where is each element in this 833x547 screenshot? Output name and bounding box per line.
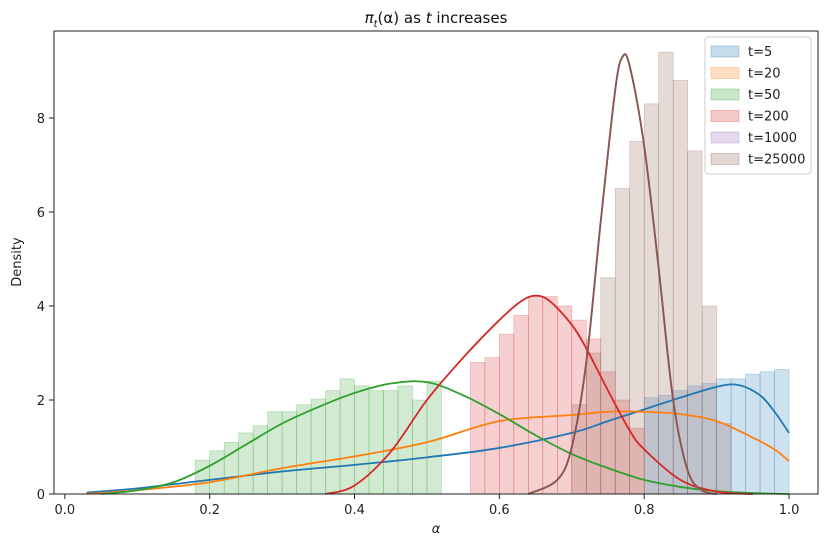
hist-bar-t-200 — [528, 296, 544, 495]
chart-title: πt(α) as t increases — [365, 9, 508, 30]
hist-bar-t-25000 — [600, 277, 616, 495]
legend-swatch-t-25000 — [710, 153, 740, 165]
kde-layer — [86, 53, 790, 495]
x-tick-label: 0.8 — [634, 503, 655, 518]
hist-bar-t-50 — [194, 459, 210, 495]
hist-bar-t-25000 — [614, 188, 631, 495]
hist-bar-t-50 — [368, 390, 384, 495]
legend-label-t-5: t=5 — [748, 45, 772, 60]
legend-swatch-t-1000 — [710, 131, 740, 144]
hist-bar-t-25000 — [658, 51, 674, 495]
y-tick-label: 0 — [37, 488, 45, 503]
hist-bar-t-25000 — [571, 404, 587, 495]
hist-bar-t-200 — [484, 357, 500, 495]
histogram-layer — [194, 51, 790, 495]
y-tick-label: 4 — [37, 300, 45, 315]
legend-swatch-t-50 — [710, 88, 740, 101]
hist-bar-t-200 — [499, 333, 515, 495]
legend-label-t-50: t=50 — [748, 88, 781, 103]
hist-bar-t-50 — [310, 398, 326, 495]
x-tick-label: 1.0 — [779, 503, 800, 518]
x-axis-label: α — [432, 522, 441, 537]
hist-bar-t-50 — [325, 390, 341, 495]
hist-bar-t-5 — [745, 373, 761, 495]
y-tick-label: 8 — [37, 112, 45, 127]
hist-bar-t-50 — [281, 411, 297, 495]
hist-bar-t-50 — [296, 404, 312, 495]
hist-bar-t-5 — [759, 371, 775, 495]
plot-frame — [53, 30, 819, 495]
hist-bar-t-200 — [542, 296, 558, 495]
hist-bar-t-5 — [774, 369, 790, 495]
kde-line-t-50 — [100, 380, 790, 495]
hist-bar-t-50 — [354, 385, 370, 495]
x-tick-label: 0.2 — [199, 503, 220, 518]
y-tick-label: 6 — [37, 206, 45, 221]
hist-bar-t-50 — [209, 450, 225, 495]
legend-label-t-20: t=20 — [748, 67, 781, 82]
legend: t=5 t=20 t=50 t=200 t=1000 t=25000 — [704, 36, 812, 175]
legend-label-t-1000: t=1000 — [748, 131, 797, 146]
y-axis-label: Density — [10, 237, 25, 287]
hist-bar-t-50 — [412, 399, 428, 495]
hist-bar-t-5 — [730, 378, 746, 495]
x-tick-label: 0.4 — [344, 503, 365, 518]
legend-label-t-200: t=200 — [748, 110, 789, 125]
hist-bar-t-25000 — [672, 80, 688, 495]
legend-box — [704, 36, 812, 175]
hist-bar-t-25000 — [716, 423, 732, 495]
legend-label-t-25000: t=25000 — [748, 153, 805, 168]
x-tick-label: 0.0 — [55, 503, 76, 518]
hist-bar-t-25000 — [687, 150, 703, 495]
kde-line-t-20 — [86, 410, 790, 495]
hist-bar-t-200 — [556, 305, 573, 495]
hist-bar-t-50 — [383, 390, 399, 495]
kde-line-t-200 — [325, 294, 753, 495]
legend-swatch-t-20 — [710, 67, 740, 79]
y-axis: 0 2 4 6 8 — [37, 112, 54, 503]
x-tick-label: 0.6 — [489, 503, 510, 518]
hist-bar-t-200 — [513, 315, 529, 495]
kde-line-t-25000 — [527, 53, 717, 495]
x-axis: 0.0 0.2 0.4 0.6 0.8 1.0 — [55, 494, 800, 518]
hist-bar-t-25000 — [701, 305, 717, 495]
legend-swatch-t-200 — [710, 110, 740, 122]
y-tick-label: 2 — [37, 394, 45, 409]
legend-swatch-t-5 — [710, 45, 740, 58]
